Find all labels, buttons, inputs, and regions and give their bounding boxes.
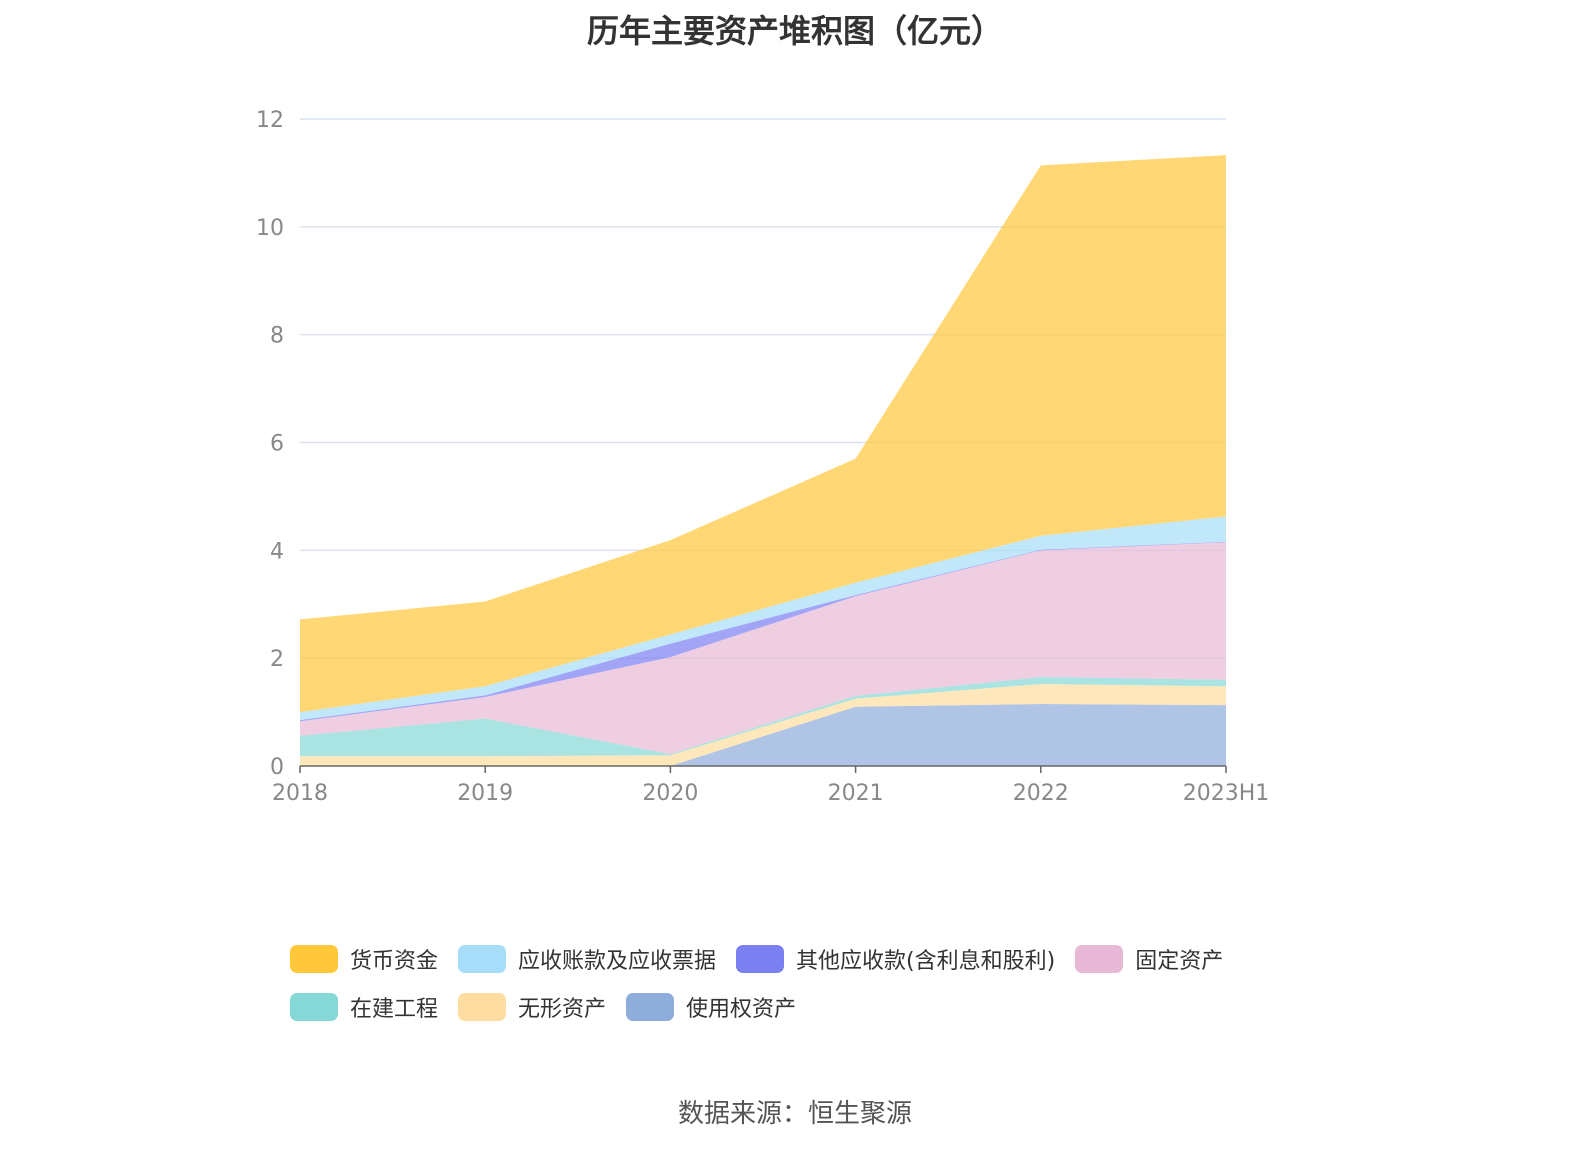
legend-swatch: [458, 993, 507, 1021]
stacked-area-chart: 0 2 4 6 8 10 12 2018 2019 2020 2021 2022 2023H1: [256, 108, 1270, 806]
legend-label: 货币资金: [350, 949, 439, 974]
area-固定资产: [300, 542, 1226, 755]
legend-swatch: [290, 993, 338, 1021]
legend-swatch: [736, 945, 785, 973]
x-tick-label: 2022: [1013, 781, 1069, 806]
legend-label: 固定资产: [1135, 949, 1224, 974]
x-tick-label: 2023H1: [1183, 781, 1270, 806]
legend-swatch: [458, 945, 507, 973]
area-使用权资产: [300, 703, 1226, 766]
legend-row-2: 在建工程 无形资产 使用权资产: [290, 983, 1310, 1031]
legend-label: 其他应收款(含利息和股利): [796, 949, 1056, 974]
y-tick-label: 2: [270, 647, 284, 672]
y-tick-label: 6: [270, 432, 284, 457]
y-tick-label: 10: [256, 216, 284, 241]
legend-row-1: 货币资金 应收账款及应收票据 其他应收款(含利息和股利) 固定资产: [290, 935, 1310, 983]
data-source: 数据来源：恒生聚源: [677, 1099, 912, 1129]
y-tick-label: 0: [270, 755, 284, 780]
area-无形资产: [300, 684, 1226, 766]
legend-swatch: [1075, 945, 1124, 973]
legend-swatch: [626, 993, 675, 1021]
legend-label: 无形资产: [518, 997, 607, 1022]
y-tick-label: 8: [270, 324, 284, 349]
legend: 货币资金 应收账款及应收票据 其他应收款(含利息和股利) 固定资产 在建工程 无…: [290, 935, 1310, 1031]
chart-title: 历年主要资产堆积图（亿元）: [586, 12, 1003, 50]
area-货币资金: [300, 155, 1226, 713]
y-tick-label: 4: [270, 539, 284, 564]
legend-item-固定资产[interactable]: 固定资产: [1075, 943, 1223, 975]
legend-label: 应收账款及应收票据: [518, 949, 717, 974]
legend-item-应收账款及应收票据[interactable]: 应收账款及应收票据: [458, 943, 716, 975]
legend-item-在建工程[interactable]: 在建工程: [290, 991, 438, 1023]
legend-item-使用权资产[interactable]: 使用权资产: [626, 991, 796, 1023]
area-在建工程: [300, 677, 1226, 757]
x-tick-label: 2018: [272, 781, 328, 806]
y-tick-label: 12: [256, 108, 284, 133]
area-series: [300, 155, 1226, 766]
legend-label: 使用权资产: [686, 997, 797, 1022]
x-tick-label: 2019: [457, 781, 513, 806]
x-tick-label: 2020: [642, 781, 698, 806]
legend-label: 在建工程: [350, 997, 439, 1022]
legend-item-其他应收款[interactable]: 其他应收款(含利息和股利): [736, 943, 1055, 975]
area-应收账款及应收票据: [300, 516, 1226, 721]
axes: 2018 2019 2020 2021 2022 2023H1: [272, 765, 1270, 806]
x-tick-label: 2021: [828, 781, 884, 806]
legend-item-无形资产[interactable]: 无形资产: [458, 991, 606, 1023]
legend-item-货币资金[interactable]: 货币资金: [290, 943, 438, 975]
legend-swatch: [290, 945, 338, 973]
